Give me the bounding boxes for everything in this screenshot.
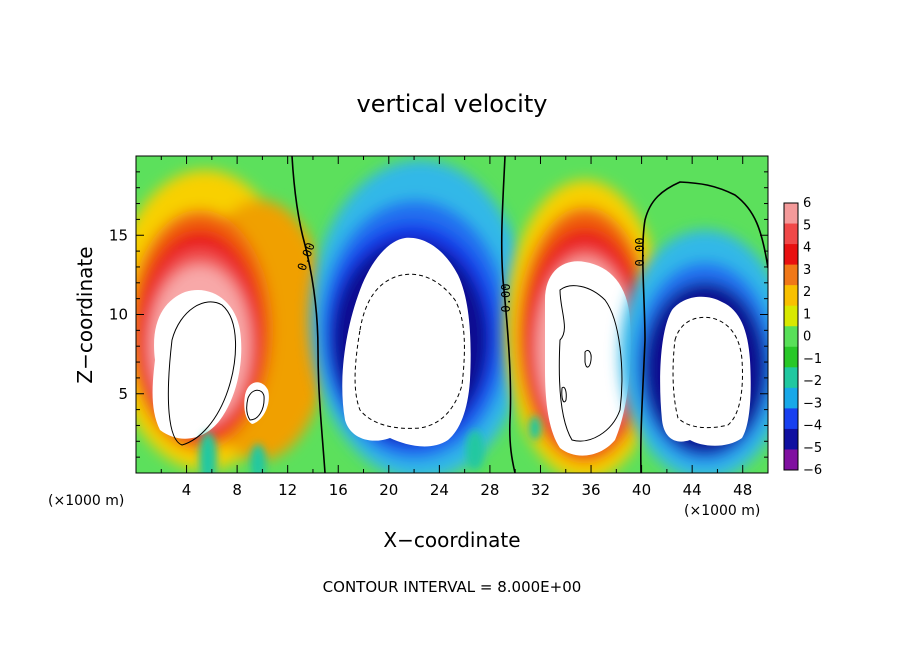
x-axis-label: X−coordinate [383, 528, 520, 552]
updraft-core-right [545, 261, 631, 456]
x-tick-label: 32 [531, 481, 550, 499]
colorbar: 6 5 4 3 2 1 0 −1 −2 −3 −4 −5 −6 [783, 196, 822, 478]
colorbar-swatch [784, 367, 798, 389]
chart-title: vertical velocity [357, 90, 548, 118]
x-tick-label: 36 [581, 481, 600, 499]
x-tick-label: 8 [232, 481, 242, 499]
x-unit-label-right: (×1000 m) [684, 503, 760, 519]
surface-patches [199, 416, 541, 473]
colorbar-label: −2 [803, 374, 822, 389]
x-tick-label: 4 [182, 481, 192, 499]
x-tick-label: 16 [329, 481, 348, 499]
plot-area: 0.00 0.00 0.00 [136, 156, 768, 473]
colorbar-swatch [784, 387, 798, 409]
colorbar-label: −1 [803, 352, 822, 367]
colorbar-swatch [784, 326, 798, 348]
colorbar-label: 3 [803, 263, 811, 278]
colorbar-swatch [784, 244, 798, 266]
contour-interval-note: CONTOUR INTERVAL = 8.000E+00 [323, 578, 582, 596]
colorbar-label: 1 [803, 307, 811, 322]
colorbar-swatch [784, 408, 798, 430]
x-axis-ticks: 4 8 12 16 20 24 28 32 36 40 44 48 [160, 156, 752, 499]
colorbar-swatch [784, 428, 798, 450]
x-tick-label: 24 [430, 481, 449, 499]
core-contours [167, 285, 623, 446]
y-axis-label: Z−coordinate [73, 246, 97, 383]
colorbar-label: −6 [803, 463, 822, 478]
x-tick-label: 44 [683, 481, 702, 499]
colorbar-swatch [784, 285, 798, 307]
colorbar-swatch [784, 305, 798, 327]
colorbar-label: 4 [803, 241, 811, 256]
x-tick-label: 12 [278, 481, 297, 499]
x-tick-label: 20 [379, 481, 398, 499]
downdraft-core-center [342, 237, 471, 447]
x-tick-label: 40 [632, 481, 651, 499]
colorbar-label: 2 [803, 285, 811, 300]
y-tick-label: 15 [109, 226, 128, 244]
y-axis-ticks: 5 10 15 [109, 171, 768, 458]
colorbar-label: 0 [803, 330, 811, 345]
colorbar-swatch [784, 346, 798, 368]
x-unit-label-left: (×1000 m) [48, 493, 124, 509]
colorbar-label: −4 [803, 419, 822, 434]
negative-contours [354, 273, 743, 429]
colorbar-swatch [784, 203, 798, 225]
y-tick-label: 10 [109, 306, 128, 324]
downdraft-core-right [660, 296, 751, 446]
colorbar-label: −5 [803, 441, 822, 456]
zero-contours [291, 156, 768, 473]
colorbar-label: 5 [803, 218, 811, 233]
contour-label-center: 0.00 [499, 284, 513, 313]
colorbar-swatch [784, 264, 798, 286]
colorbar-swatch [784, 223, 798, 245]
contour-label-right: 0.00 [633, 238, 647, 267]
colorbar-label: 6 [803, 196, 811, 211]
x-tick-label: 28 [480, 481, 499, 499]
x-tick-label: 48 [733, 481, 752, 499]
colorbar-label: −3 [803, 396, 822, 411]
y-tick-label: 5 [118, 385, 128, 403]
colorbar-swatch [784, 449, 798, 471]
colorbar-frame [783, 202, 799, 471]
updraft-core-left [152, 289, 242, 439]
